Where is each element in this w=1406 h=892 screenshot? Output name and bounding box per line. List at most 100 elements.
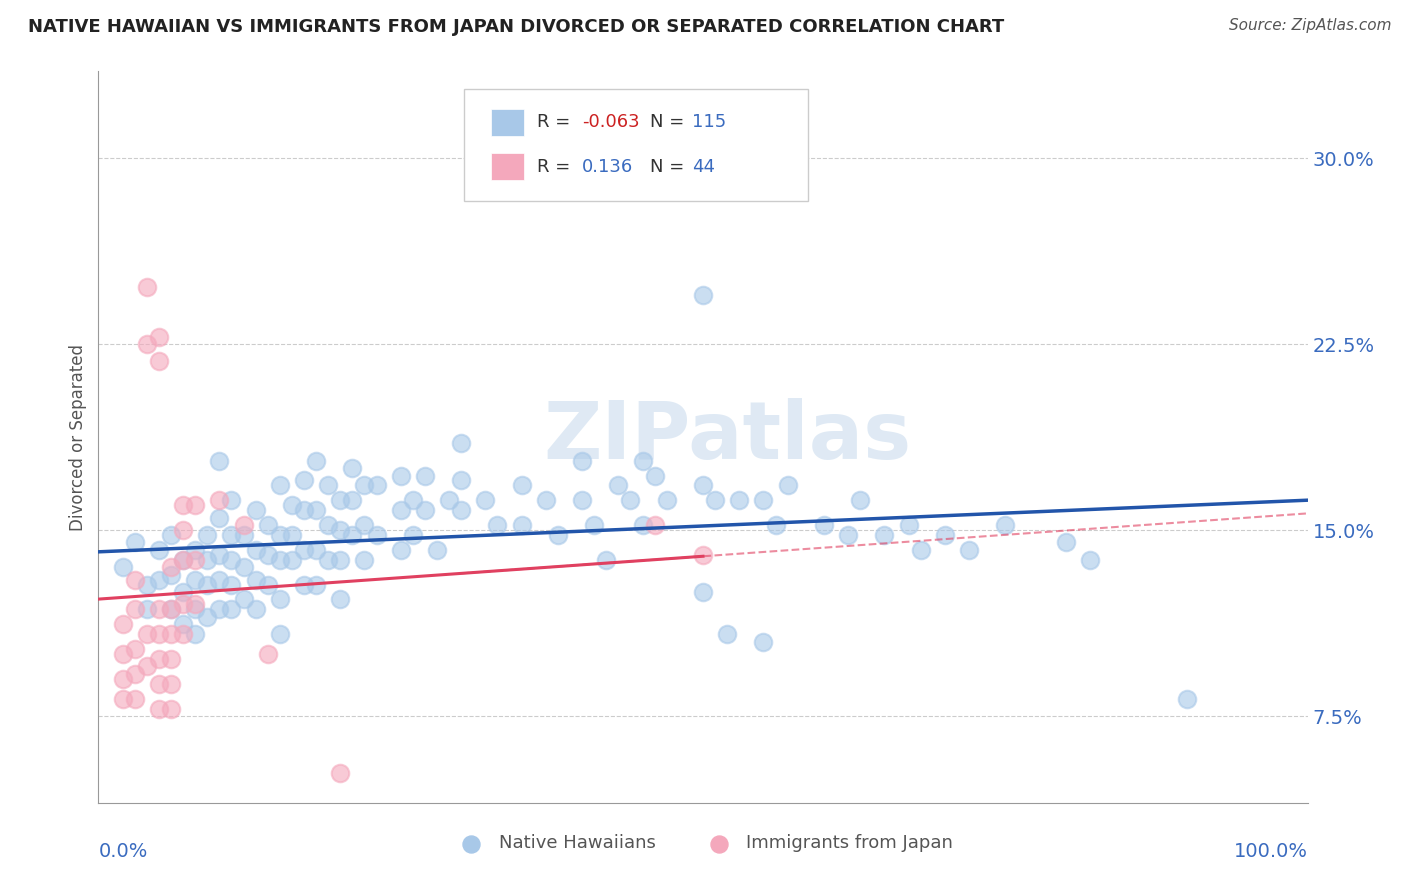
Point <box>148 652 170 666</box>
Point <box>184 573 207 587</box>
Text: 115: 115 <box>692 113 725 131</box>
Point <box>426 542 449 557</box>
Point <box>389 542 412 557</box>
Point <box>413 468 436 483</box>
Point <box>474 493 496 508</box>
Point <box>752 634 775 648</box>
Point <box>692 287 714 301</box>
Point <box>269 478 291 492</box>
Point <box>148 627 170 641</box>
Point <box>160 701 183 715</box>
Point <box>607 478 630 492</box>
Point <box>292 542 315 557</box>
Point <box>208 510 231 524</box>
Point <box>148 542 170 557</box>
Point <box>873 528 896 542</box>
Point <box>583 518 606 533</box>
Point <box>389 503 412 517</box>
Point <box>111 560 134 574</box>
Point <box>269 528 291 542</box>
Point <box>292 474 315 488</box>
Point <box>160 567 183 582</box>
Point <box>316 553 339 567</box>
Point <box>316 478 339 492</box>
Text: 100.0%: 100.0% <box>1233 842 1308 861</box>
Point <box>486 518 509 533</box>
Point <box>269 627 291 641</box>
Point <box>160 627 183 641</box>
Point <box>208 602 231 616</box>
Point <box>232 518 254 533</box>
Point <box>934 528 956 542</box>
Point <box>305 503 328 517</box>
Point <box>837 528 859 542</box>
Point <box>305 542 328 557</box>
Point <box>571 453 593 467</box>
Text: N =: N = <box>650 113 689 131</box>
Point <box>184 542 207 557</box>
Point <box>305 453 328 467</box>
Point <box>644 468 666 483</box>
Point <box>1175 691 1198 706</box>
Point <box>342 528 364 542</box>
Point <box>124 602 146 616</box>
Point <box>619 493 641 508</box>
Point <box>316 518 339 533</box>
Point <box>148 573 170 587</box>
Text: 0.0%: 0.0% <box>98 842 148 861</box>
Point <box>256 548 278 562</box>
Point <box>195 610 218 624</box>
Point <box>547 528 569 542</box>
Point <box>389 468 412 483</box>
Point <box>256 518 278 533</box>
Point <box>221 602 243 616</box>
Point <box>450 503 472 517</box>
Point <box>329 766 352 780</box>
Point <box>329 493 352 508</box>
Point <box>221 493 243 508</box>
Point <box>281 498 304 512</box>
Point <box>195 528 218 542</box>
Point <box>402 528 425 542</box>
Point <box>184 553 207 567</box>
Point <box>148 677 170 691</box>
Point <box>292 577 315 591</box>
Text: -0.063: -0.063 <box>582 113 640 131</box>
Point <box>160 602 183 616</box>
Point <box>184 602 207 616</box>
Point <box>402 493 425 508</box>
Point <box>292 503 315 517</box>
Point <box>256 647 278 661</box>
Point <box>256 577 278 591</box>
Point <box>450 436 472 450</box>
Point <box>716 627 738 641</box>
Point <box>510 478 533 492</box>
Point <box>232 528 254 542</box>
Point <box>172 617 194 632</box>
Point <box>195 553 218 567</box>
Point <box>135 280 157 294</box>
Point <box>245 503 267 517</box>
Point <box>111 617 134 632</box>
Point <box>342 461 364 475</box>
Point <box>534 493 557 508</box>
Point <box>148 329 170 343</box>
Text: R =: R = <box>537 158 582 176</box>
Point <box>245 573 267 587</box>
Point <box>571 493 593 508</box>
Text: ZIPatlas: ZIPatlas <box>543 398 911 476</box>
Point <box>692 548 714 562</box>
Point <box>160 602 183 616</box>
Point <box>172 553 194 567</box>
Point <box>631 518 654 533</box>
Point <box>184 498 207 512</box>
Point <box>245 542 267 557</box>
Point <box>232 592 254 607</box>
Point <box>111 691 134 706</box>
Point <box>160 528 183 542</box>
Point <box>776 478 799 492</box>
Point <box>366 478 388 492</box>
Point <box>135 577 157 591</box>
Point <box>329 592 352 607</box>
Point <box>353 478 375 492</box>
